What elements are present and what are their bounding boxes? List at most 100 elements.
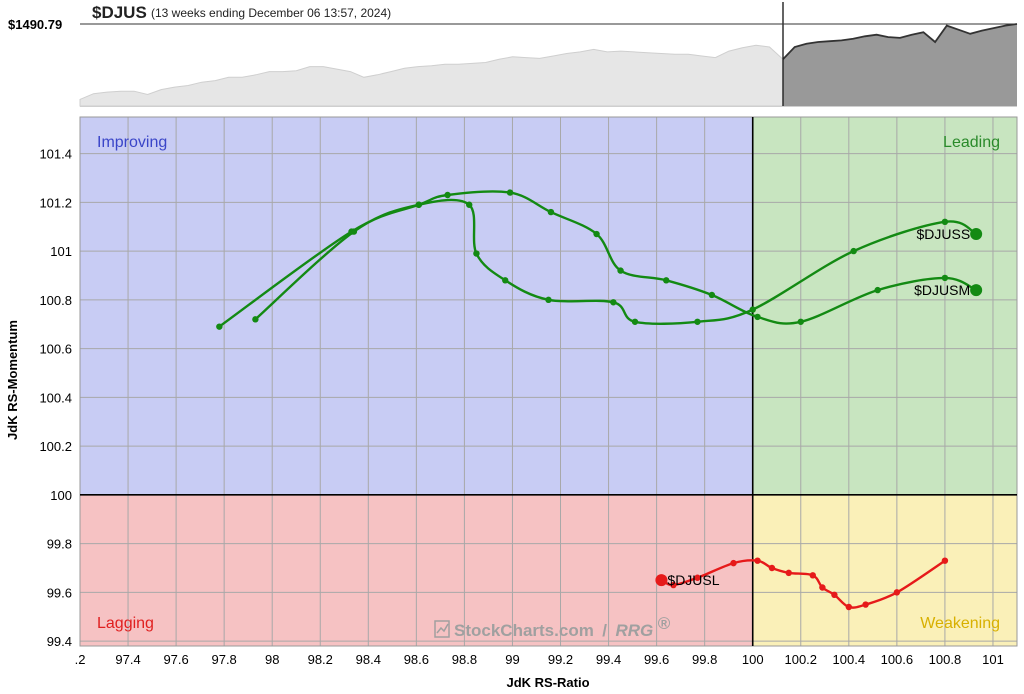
y-tick-label: 99.4 xyxy=(47,634,72,649)
series-point xyxy=(730,559,737,567)
x-tick-label: 101 xyxy=(982,652,1004,667)
series-point xyxy=(831,591,838,599)
series-point xyxy=(415,201,422,208)
watermark-text: StockCharts.com / RRG ® xyxy=(454,614,671,640)
series-point xyxy=(617,267,624,274)
y-tick-label: 99.6 xyxy=(47,585,72,600)
series-point xyxy=(754,557,761,564)
x-tick-label: .2 xyxy=(75,652,86,667)
series-point xyxy=(845,603,853,611)
price-current-line xyxy=(782,23,1018,60)
watermark-logo-line-icon xyxy=(436,623,449,634)
series-point xyxy=(768,564,776,572)
series-point xyxy=(941,274,949,282)
series-point xyxy=(663,277,670,284)
series-point xyxy=(893,589,901,596)
x-tick-label: 100.4 xyxy=(833,652,866,667)
series-point xyxy=(941,557,949,564)
series-head-point xyxy=(655,574,668,587)
x-tick-label: 97.4 xyxy=(115,652,140,667)
series-label-djuss: $DJUSS xyxy=(916,226,970,242)
series-point xyxy=(547,208,555,216)
series-djusm: $DJUSM xyxy=(216,189,983,330)
price-label: $1490.79 xyxy=(8,17,62,32)
series-label-djusm: $DJUSM xyxy=(914,282,970,298)
series-point xyxy=(466,201,473,208)
y-tick-label: 100.2 xyxy=(39,439,72,454)
y-tick-label: 100.8 xyxy=(39,293,72,308)
series-point xyxy=(473,250,480,257)
quadrant-backgrounds xyxy=(80,117,1017,646)
period-subtitle: (13 weeks ending December 06 13:57, 2024… xyxy=(151,6,391,20)
series-point xyxy=(941,218,949,226)
quadrant-weakening xyxy=(752,494,1017,646)
x-tick-label: 98 xyxy=(265,652,279,667)
series-head-point xyxy=(970,284,983,297)
series-point xyxy=(708,291,716,299)
y-axis-title: JdK RS-Momentum xyxy=(5,320,20,440)
quadrant-leading xyxy=(752,117,1017,495)
series-point xyxy=(749,306,756,313)
series-point xyxy=(754,313,761,321)
y-tick-label: 100.6 xyxy=(39,342,72,357)
quadrant-label-leading: Leading xyxy=(943,134,1000,151)
quadrant-label-improving: Improving xyxy=(97,134,167,151)
x-tick-label: 100.8 xyxy=(929,652,962,667)
series-point xyxy=(216,323,223,330)
series-point xyxy=(874,286,881,294)
series-point xyxy=(785,569,792,577)
plot-border xyxy=(79,116,1018,647)
stockcharts-watermark: StockCharts.com / RRG ® xyxy=(434,614,671,640)
series-point xyxy=(502,277,509,284)
series-point xyxy=(348,228,355,235)
x-tick-label: 98.6 xyxy=(404,652,429,667)
series-label-djusl: $DJUSL xyxy=(667,572,719,588)
x-tick-label: 97.6 xyxy=(163,652,188,667)
x-tick-label: 98.2 xyxy=(308,652,333,667)
watermark-logo-icon xyxy=(434,620,450,638)
watermark-brand: StockCharts.com xyxy=(454,621,594,640)
series-point xyxy=(850,247,857,255)
price-mini-chart xyxy=(79,2,1018,107)
y-tick-label: 101 xyxy=(50,244,72,259)
x-tick-label: 100.6 xyxy=(881,652,914,667)
y-tick-label: 99.8 xyxy=(47,537,72,552)
y-tick-label: 101.4 xyxy=(39,147,72,162)
series-point xyxy=(631,318,639,325)
series-point xyxy=(610,299,617,306)
series-point xyxy=(862,601,869,608)
x-tick-label: 99 xyxy=(505,652,519,667)
series-point xyxy=(694,574,701,581)
y-axis-ticks: 99.4 99.6 99.8 100 100.2 100.4 100.6 100.8 101 10… xyxy=(39,147,72,650)
price-history-area xyxy=(79,44,784,107)
series-point xyxy=(444,191,451,199)
series-head-point xyxy=(970,228,983,241)
series-point xyxy=(819,584,826,591)
x-tick-label: 99.8 xyxy=(692,652,717,667)
watermark-registered: ® xyxy=(658,614,671,633)
y-tick-label: 100 xyxy=(50,488,72,503)
series-point xyxy=(506,189,514,196)
y-tick-label: 101.2 xyxy=(39,195,72,210)
x-axis-title: JdK RS-Ratio xyxy=(506,675,589,690)
x-axis-ticks: .2 97.4 97.6 97.8 98 98.2 98.4 98.6 98.8 99 99.2 99… xyxy=(75,652,1004,667)
series-djusl: $DJUSL xyxy=(655,557,949,611)
x-tick-label: 98.8 xyxy=(452,652,477,667)
y-tick-label: 100.4 xyxy=(39,390,72,405)
series-layer: $DJUSS $DJUSM $DJUSL xyxy=(216,189,983,611)
x-tick-label: 98.4 xyxy=(356,652,381,667)
series-point xyxy=(252,316,259,323)
x-tick-label: 100.2 xyxy=(784,652,817,667)
center-lines xyxy=(80,117,1017,646)
series-point xyxy=(809,572,816,579)
watermark-product: RRG xyxy=(615,621,653,640)
price-current-area xyxy=(783,24,1017,106)
x-tick-label: 100 xyxy=(742,652,764,667)
x-tick-label: 99.2 xyxy=(548,652,573,667)
series-point xyxy=(593,230,600,238)
watermark-separator: / xyxy=(602,621,607,640)
ticker-title: $DJUS xyxy=(92,3,147,22)
series-point xyxy=(545,296,552,304)
x-tick-label: 99.4 xyxy=(596,652,621,667)
series-point xyxy=(670,581,677,589)
